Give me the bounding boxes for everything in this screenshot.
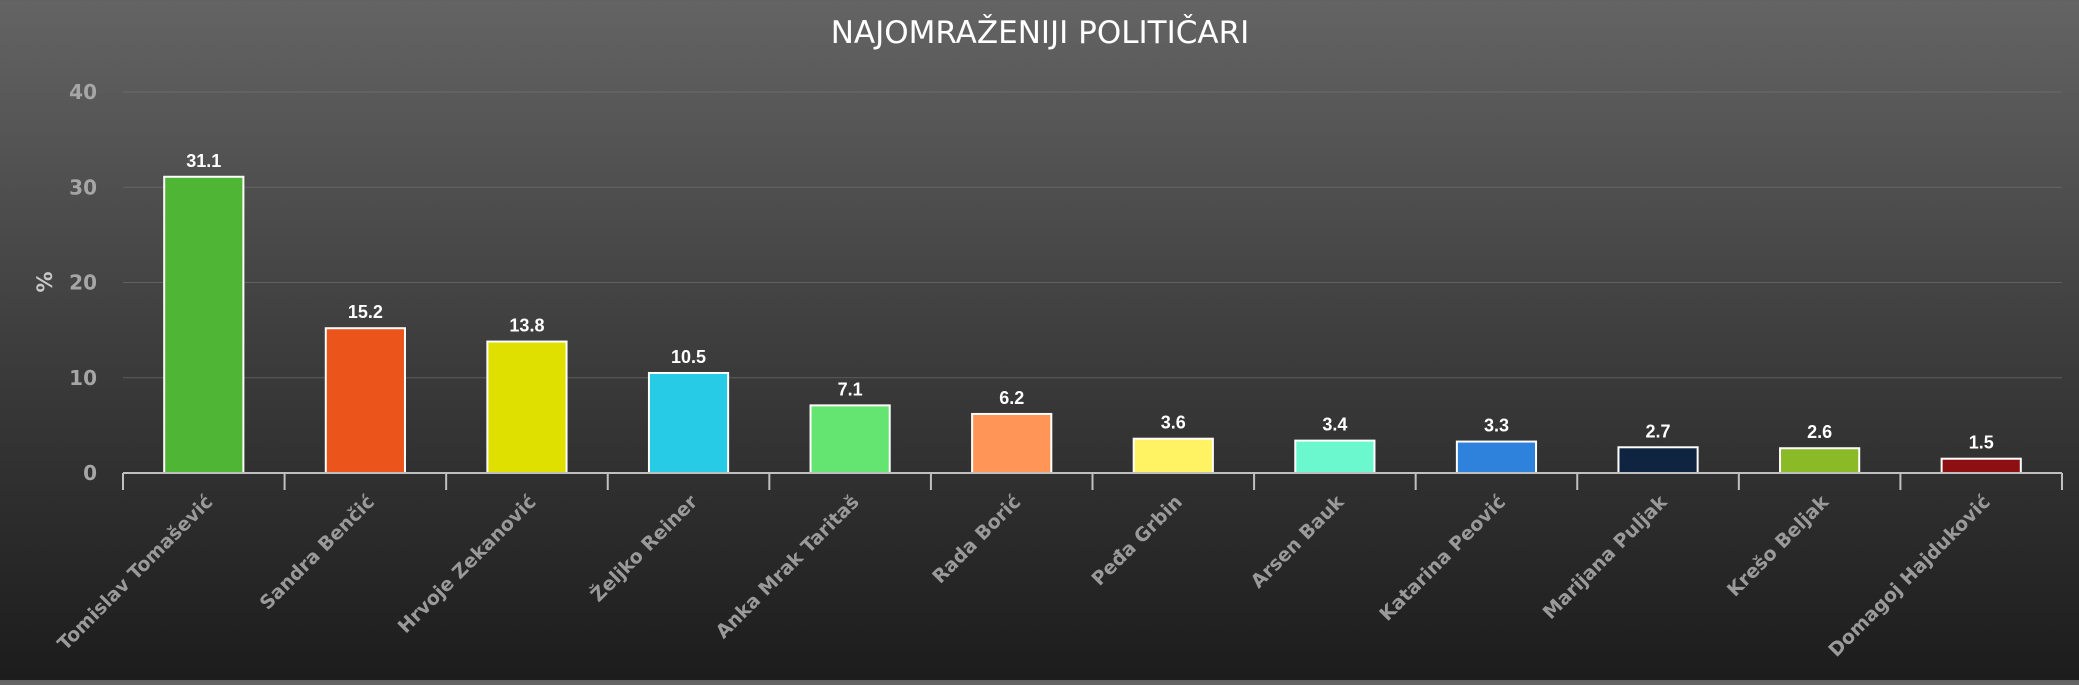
bar — [1617, 446, 1699, 475]
y-tick-label: 30 — [69, 175, 97, 199]
y-tick-label: 40 — [69, 80, 97, 104]
bar — [1455, 440, 1538, 475]
bar — [163, 175, 245, 475]
bar — [486, 340, 568, 474]
data-label: 2.6 — [1807, 422, 1832, 442]
x-tick-label: Sandra Benčić — [256, 491, 379, 614]
data-label: 3.3 — [1484, 416, 1509, 436]
x-tick-label: Anka Mrak Taritaš — [712, 491, 864, 643]
bar — [324, 327, 406, 474]
y-tick-label: 10 — [69, 366, 97, 390]
y-tick-label: 20 — [69, 271, 97, 295]
data-label: 15.2 — [348, 302, 383, 322]
bar — [1294, 439, 1376, 474]
x-tick-label: Katarina Peović — [1375, 491, 1510, 626]
x-tick-label: Rada Borić — [928, 491, 1025, 588]
data-label: 2.7 — [1646, 421, 1671, 441]
bar — [647, 371, 730, 474]
data-label: 31.1 — [186, 151, 221, 171]
x-tick-label: Tomislav Tomašević — [53, 491, 217, 655]
bar — [809, 404, 891, 474]
x-tick-label: Arsen Bauk — [1247, 491, 1349, 593]
y-axis-ticks: 0 10 20 30 40 — [69, 80, 97, 485]
bar — [1132, 437, 1214, 474]
y-tick-label: 0 — [83, 461, 97, 485]
data-label: 3.6 — [1161, 413, 1186, 433]
y-axis-title: % — [33, 271, 57, 292]
x-tick-label: Željko Reiner — [586, 490, 703, 607]
chart-title: NAJOMRAŽENIJI POLITIČARI — [831, 14, 1250, 51]
x-axis-tick-labels: Tomislav Tomašević Sandra Benčić Hrvoje Ze… — [53, 490, 1994, 662]
x-tick-label: Marijana Puljak — [1539, 491, 1672, 624]
data-label: 13.8 — [509, 316, 544, 336]
x-tick-label: Peđa Grbin — [1088, 491, 1187, 590]
bar — [1779, 447, 1861, 474]
bar — [971, 412, 1053, 475]
x-axis — [122, 472, 2063, 490]
bar — [1940, 457, 2022, 474]
data-label: 6.2 — [999, 388, 1024, 408]
bars — [163, 175, 2022, 475]
gridlines — [123, 91, 2062, 379]
x-tick-label: Domagoj Hajduković — [1824, 491, 1994, 661]
data-labels: 31.1 15.2 13.8 10.5 7.1 6.2 3.6 3.4 3.3 2.7 2.6 1.5 — [186, 151, 1993, 453]
x-tick-label: Hrvoje Zekanović — [394, 491, 541, 638]
data-label: 3.4 — [1322, 415, 1347, 435]
x-tick-label: Krešo Beljak — [1723, 491, 1833, 601]
data-label: 1.5 — [1969, 433, 1994, 453]
data-label: 10.5 — [671, 347, 706, 367]
data-label: 7.1 — [838, 379, 863, 399]
